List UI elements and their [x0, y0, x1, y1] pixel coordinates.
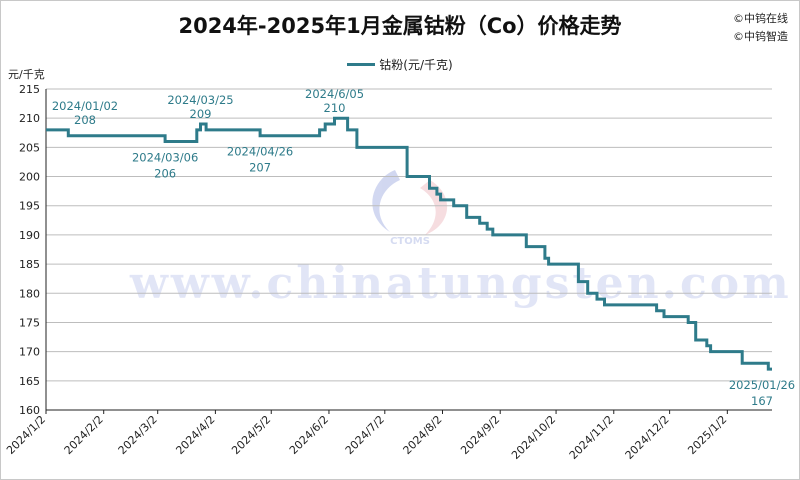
x-tick-label: 2024/6/2 — [287, 413, 331, 457]
legend-label: 钴粉(元/千克) — [379, 58, 453, 72]
x-tick-label: 2024/12/2 — [623, 413, 672, 462]
x-tick-label: 2024/10/2 — [509, 413, 558, 462]
y-tick-label: 185 — [19, 258, 40, 271]
y-tick-label: 190 — [19, 229, 40, 242]
annotation-date: 2025/01/26 — [729, 378, 795, 392]
annotation-date: 2024/6/05 — [305, 87, 364, 101]
y-tick-label: 170 — [19, 346, 40, 359]
copyright-line-2: ©中钨智造 — [733, 30, 788, 43]
x-tick-label: 2025/1/2 — [685, 413, 729, 457]
y-tick-label: 215 — [19, 83, 40, 96]
annotation-date: 2024/03/06 — [132, 151, 198, 165]
logo-text: CTOMS — [390, 236, 430, 247]
watermark-logo: CTOMS — [372, 170, 448, 247]
annotation-date: 2024/04/26 — [227, 145, 293, 159]
y-tick-label: 200 — [19, 171, 40, 184]
x-tick-label: 2024/9/2 — [458, 413, 502, 457]
annotation-date: 2024/03/25 — [167, 93, 233, 107]
watermark-text: www.chinatungsten.com — [130, 258, 792, 309]
x-tick-label: 2024/4/2 — [173, 413, 217, 457]
annotation-date: 2024/01/02 — [52, 99, 118, 113]
logo-swoosh-left — [372, 170, 400, 232]
annotation-value: 207 — [249, 161, 271, 175]
y-tick-label: 165 — [19, 375, 40, 388]
x-tick-label: 2024/11/2 — [567, 413, 616, 462]
annotation-value: 208 — [74, 113, 96, 127]
x-tick-label: 2024/8/2 — [401, 413, 445, 457]
y-tick-label: 210 — [19, 112, 40, 125]
series-line — [46, 116, 772, 371]
x-tick-label: 2024/7/2 — [343, 413, 387, 457]
x-tick-label: 2024/1/2 — [4, 413, 48, 457]
copyright-line-1: ©中钨在线 — [733, 12, 788, 25]
annotation-value: 209 — [190, 107, 212, 121]
y-tick-label: 160 — [19, 404, 40, 417]
annotation-value: 206 — [154, 167, 176, 181]
x-tick-label: 2024/5/2 — [229, 413, 273, 457]
legend-swatch — [347, 63, 376, 66]
x-tick-label: 2024/3/2 — [116, 413, 160, 457]
chart-legend: 钴粉(元/千克) — [0, 54, 800, 73]
y-tick-label: 175 — [19, 316, 40, 329]
annotation-value: 167 — [751, 394, 773, 408]
y-axis-unit: 元/千克 — [8, 68, 45, 81]
x-tick-label: 2024/2/2 — [62, 413, 106, 457]
y-tick-label: 205 — [19, 141, 40, 154]
annotation-value: 210 — [324, 101, 346, 115]
y-tick-label: 195 — [19, 200, 40, 213]
y-tick-label: 180 — [19, 287, 40, 300]
chart-title: 2024年-2025年1月金属钴粉（Co）价格走势 — [178, 14, 622, 38]
